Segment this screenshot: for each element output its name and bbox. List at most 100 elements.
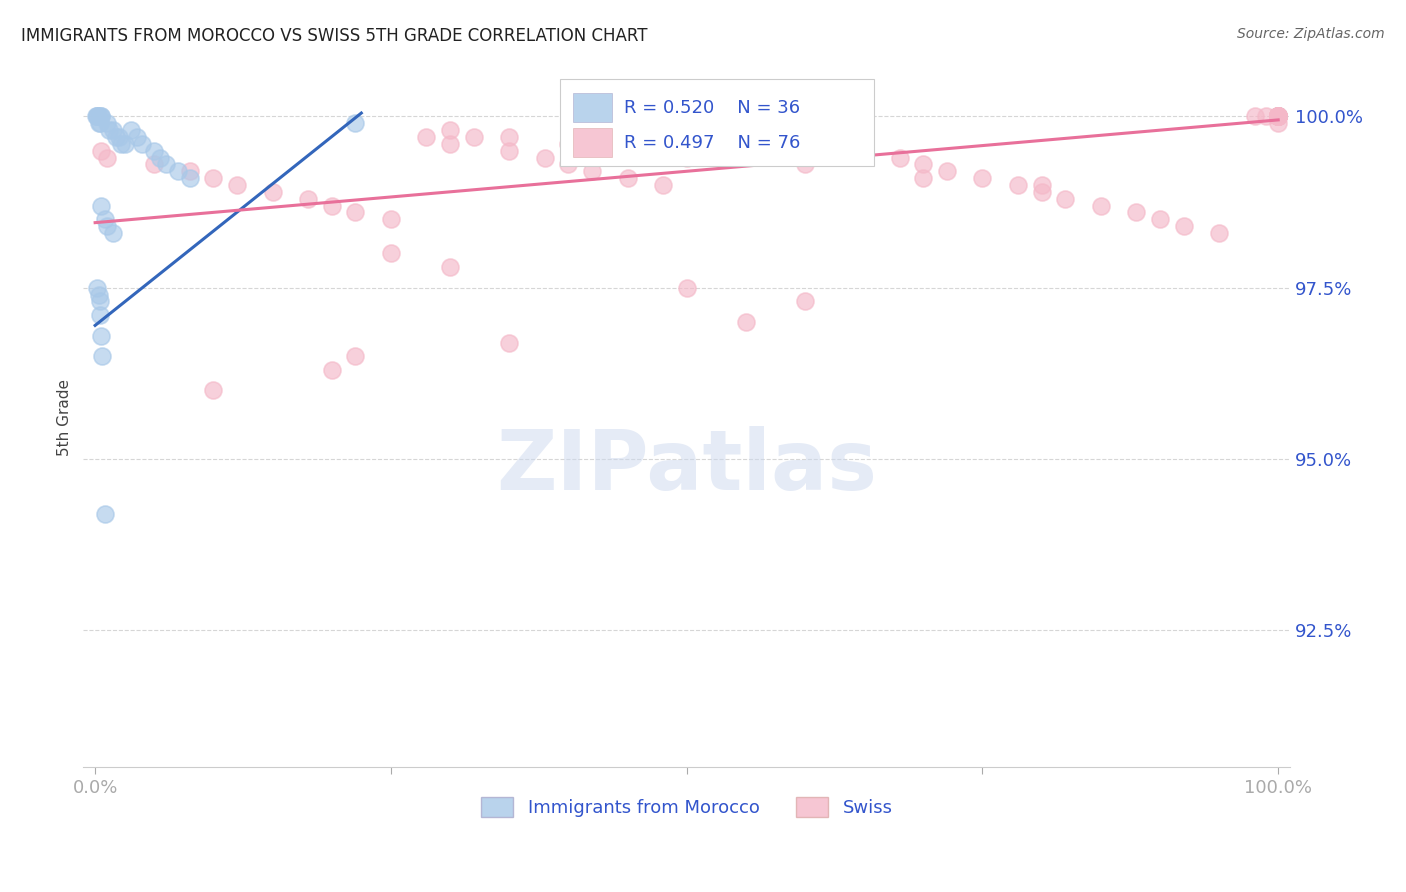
Point xyxy=(853,144,876,158)
Point xyxy=(143,157,166,171)
Point xyxy=(1267,110,1289,124)
Point xyxy=(1267,110,1289,124)
Point xyxy=(1090,198,1112,212)
Point xyxy=(557,157,579,171)
Point xyxy=(675,151,697,165)
Point xyxy=(439,123,461,137)
Text: R = 0.497    N = 76: R = 0.497 N = 76 xyxy=(624,134,800,152)
Point xyxy=(93,507,115,521)
Text: R = 0.520    N = 36: R = 0.520 N = 36 xyxy=(624,99,800,117)
Point xyxy=(734,315,756,329)
Point xyxy=(415,130,437,145)
Point xyxy=(90,328,112,343)
Point xyxy=(1267,116,1289,130)
Point xyxy=(101,123,124,137)
Legend: Immigrants from Morocco, Swiss: Immigrants from Morocco, Swiss xyxy=(474,789,900,824)
Point xyxy=(179,171,201,186)
Point xyxy=(344,205,367,219)
FancyBboxPatch shape xyxy=(560,79,873,166)
FancyBboxPatch shape xyxy=(574,93,612,122)
Point xyxy=(86,110,108,124)
Text: IMMIGRANTS FROM MOROCCO VS SWISS 5TH GRADE CORRELATION CHART: IMMIGRANTS FROM MOROCCO VS SWISS 5TH GRA… xyxy=(21,27,648,45)
Point xyxy=(155,157,177,171)
Point xyxy=(114,136,136,151)
Point xyxy=(889,151,911,165)
Point xyxy=(912,171,935,186)
Point xyxy=(912,157,935,171)
Text: Source: ZipAtlas.com: Source: ZipAtlas.com xyxy=(1237,27,1385,41)
Point xyxy=(1054,192,1077,206)
Point xyxy=(581,164,603,178)
Point xyxy=(101,226,124,240)
Point xyxy=(794,130,817,145)
Point xyxy=(557,136,579,151)
Point xyxy=(86,281,108,295)
Point xyxy=(120,123,142,137)
Point xyxy=(89,116,111,130)
Point xyxy=(96,151,118,165)
Point xyxy=(498,130,520,145)
Point xyxy=(1267,110,1289,124)
Point xyxy=(89,308,111,322)
Text: ZIPatlas: ZIPatlas xyxy=(496,426,877,508)
Point xyxy=(125,130,148,145)
Point xyxy=(202,171,225,186)
Point xyxy=(86,110,108,124)
Point xyxy=(616,171,638,186)
Point xyxy=(463,130,485,145)
Point xyxy=(498,335,520,350)
Point xyxy=(90,198,112,212)
Point xyxy=(1267,110,1289,124)
Point xyxy=(90,144,112,158)
Point xyxy=(380,246,402,260)
Point xyxy=(1267,110,1289,124)
Point xyxy=(1267,110,1289,124)
Point xyxy=(1267,110,1289,124)
Point xyxy=(96,219,118,233)
Point xyxy=(533,151,555,165)
Point xyxy=(110,136,132,151)
Point xyxy=(794,294,817,309)
Point xyxy=(675,281,697,295)
Point xyxy=(380,212,402,227)
Point xyxy=(87,287,110,301)
Point xyxy=(89,294,111,309)
Point xyxy=(794,157,817,171)
Point xyxy=(1267,110,1289,124)
Point xyxy=(652,178,675,192)
Point xyxy=(90,110,112,124)
Point xyxy=(972,171,994,186)
Point xyxy=(143,144,166,158)
Point xyxy=(439,260,461,275)
Point xyxy=(439,136,461,151)
Point xyxy=(675,116,697,130)
Point xyxy=(1267,110,1289,124)
Point xyxy=(226,178,249,192)
Point xyxy=(149,151,172,165)
Point xyxy=(1243,110,1265,124)
Point xyxy=(87,116,110,130)
Point xyxy=(344,116,367,130)
Point xyxy=(1173,219,1195,233)
Point xyxy=(1267,110,1289,124)
Point xyxy=(202,384,225,398)
Point xyxy=(131,136,153,151)
Point xyxy=(84,110,107,124)
Point xyxy=(734,123,756,137)
Point xyxy=(935,164,957,178)
Point xyxy=(1267,110,1289,124)
FancyBboxPatch shape xyxy=(574,128,612,157)
Y-axis label: 5th Grade: 5th Grade xyxy=(58,379,72,457)
Point xyxy=(1256,110,1278,124)
Point xyxy=(93,212,115,227)
Point xyxy=(1267,110,1289,124)
Point xyxy=(107,130,129,145)
Point xyxy=(167,164,190,178)
Point xyxy=(1007,178,1029,192)
Point xyxy=(98,123,121,137)
Point xyxy=(1267,110,1289,124)
Point xyxy=(1125,205,1147,219)
Point xyxy=(321,198,343,212)
Point xyxy=(699,123,721,137)
Point xyxy=(1267,110,1289,124)
